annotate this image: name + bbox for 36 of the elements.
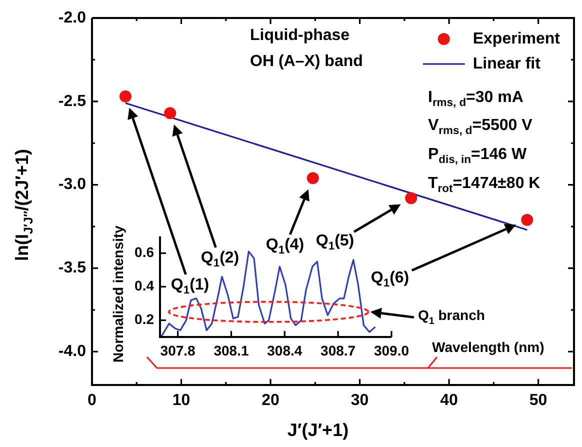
y-tick-label: -2.5 <box>58 92 86 110</box>
annotation: Q$_{1}$(1) <box>170 276 210 297</box>
x-tick-label: 30 <box>350 392 369 410</box>
legend-label: Experiment <box>472 30 561 48</box>
x-axis-title: J′(J′+1) <box>287 420 349 440</box>
x-tick-label: 308.7 <box>320 342 356 358</box>
annotation: V$_{rms, d}$=5500 V <box>428 117 532 138</box>
x-tick-label: 307.8 <box>160 342 196 358</box>
annotation: Q$_{1}$(2) <box>200 249 240 270</box>
x-tick-label: 308.1 <box>214 342 249 358</box>
annotation: Q$_{1}$(5) <box>316 232 354 253</box>
annotation: I$_{rms, d}$=30 mA <box>428 89 524 110</box>
legend-label: Linear fit <box>472 55 542 72</box>
y-tick-label: 0.2 <box>134 311 154 328</box>
y-tick-label: -3.0 <box>58 176 86 194</box>
y-tick-label: -4.0 <box>58 343 86 360</box>
x-tick-label: 50 <box>529 392 548 410</box>
annotation: P$_{dis, in}$=146 W <box>428 146 527 166</box>
annotation: Q$_{1}$(4) <box>266 236 304 257</box>
y-tick-label: -2.0 <box>58 9 86 26</box>
annotation: T$_{rot}$=1474±80 K <box>428 175 540 196</box>
annotation: Q$_{1}$ branch <box>418 307 485 327</box>
x-tick-label: 0 <box>88 392 97 410</box>
x-tick-label: 40 <box>440 392 458 410</box>
y-axis-title: Normalized intensity <box>110 226 126 362</box>
y-tick-label: 0.6 <box>134 244 154 260</box>
annotation: OH (A–X) band <box>250 53 363 70</box>
x-tick-label: 309.0 <box>374 342 410 358</box>
x-axis-title: Wavelength (nm) <box>432 339 544 355</box>
x-tick-label: 10 <box>172 392 190 410</box>
x-tick-label: 308.4 <box>267 342 302 358</box>
annotation: Q$_{1}$(6) <box>370 269 410 290</box>
y-tick-label: 0.4 <box>134 278 154 294</box>
y-tick-label: -3.5 <box>58 260 86 277</box>
annotation: Liquid-phase <box>250 27 350 44</box>
x-tick-label: 20 <box>262 392 280 410</box>
